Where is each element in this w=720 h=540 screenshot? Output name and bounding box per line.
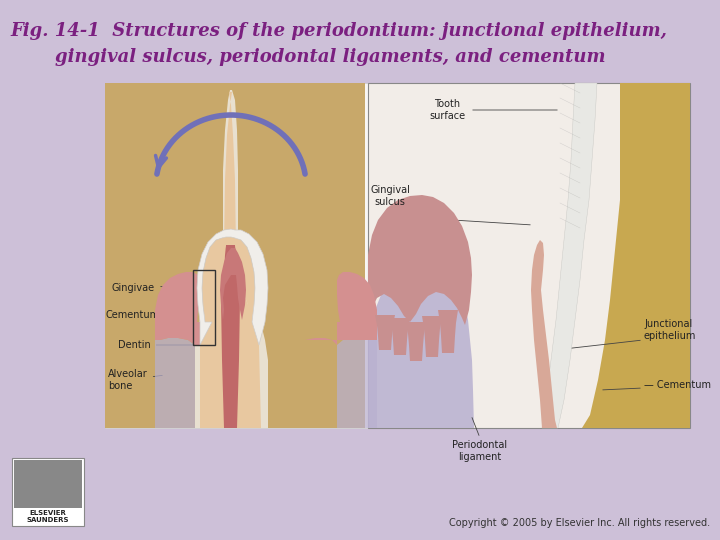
Polygon shape [542,83,597,428]
Polygon shape [200,92,261,428]
Bar [105,83,690,428]
Polygon shape [155,338,195,428]
Polygon shape [368,252,474,428]
Text: Junctional
epithelium: Junctional epithelium [644,319,696,341]
Text: gingival sulcus, periodontal ligaments, and cementum: gingival sulcus, periodontal ligaments, … [55,48,606,66]
Polygon shape [197,229,268,345]
Polygon shape [422,316,442,357]
Text: Alveolar
bone: Alveolar bone [108,369,162,391]
Bar [12,458,84,526]
Polygon shape [368,195,472,325]
Text: Copyright © 2005 by Elsevier Inc. All rights reserved.: Copyright © 2005 by Elsevier Inc. All ri… [449,518,710,528]
Text: — Cementum: — Cementum [644,380,711,390]
Text: Gingivae: Gingivae [112,283,190,293]
Polygon shape [202,237,255,322]
Bar [105,83,365,428]
Polygon shape [390,318,410,355]
Polygon shape [195,90,268,428]
Text: Tooth
surface: Tooth surface [429,99,465,120]
Bar [14,460,82,508]
Text: Dentin: Dentin [118,340,204,350]
Polygon shape [438,310,458,353]
Polygon shape [375,315,395,350]
Bar [193,270,215,345]
Polygon shape [220,248,246,320]
Polygon shape [406,322,426,361]
Text: ELSEVIER
SAUNDERS: ELSEVIER SAUNDERS [27,510,69,523]
Polygon shape [221,245,240,428]
Polygon shape [295,272,377,345]
Polygon shape [531,240,557,428]
Text: Gingival
sulcus: Gingival sulcus [370,185,410,207]
Polygon shape [337,338,377,428]
Text: Cementum: Cementum [105,310,194,320]
Polygon shape [582,83,690,428]
Bar [368,83,690,428]
Polygon shape [155,272,200,345]
Text: Fig. 14-1  Structures of the periodontium: junctional epithelium,: Fig. 14-1 Structures of the periodontium… [10,22,667,40]
Text: Periodontal
ligament: Periodontal ligament [452,440,508,462]
